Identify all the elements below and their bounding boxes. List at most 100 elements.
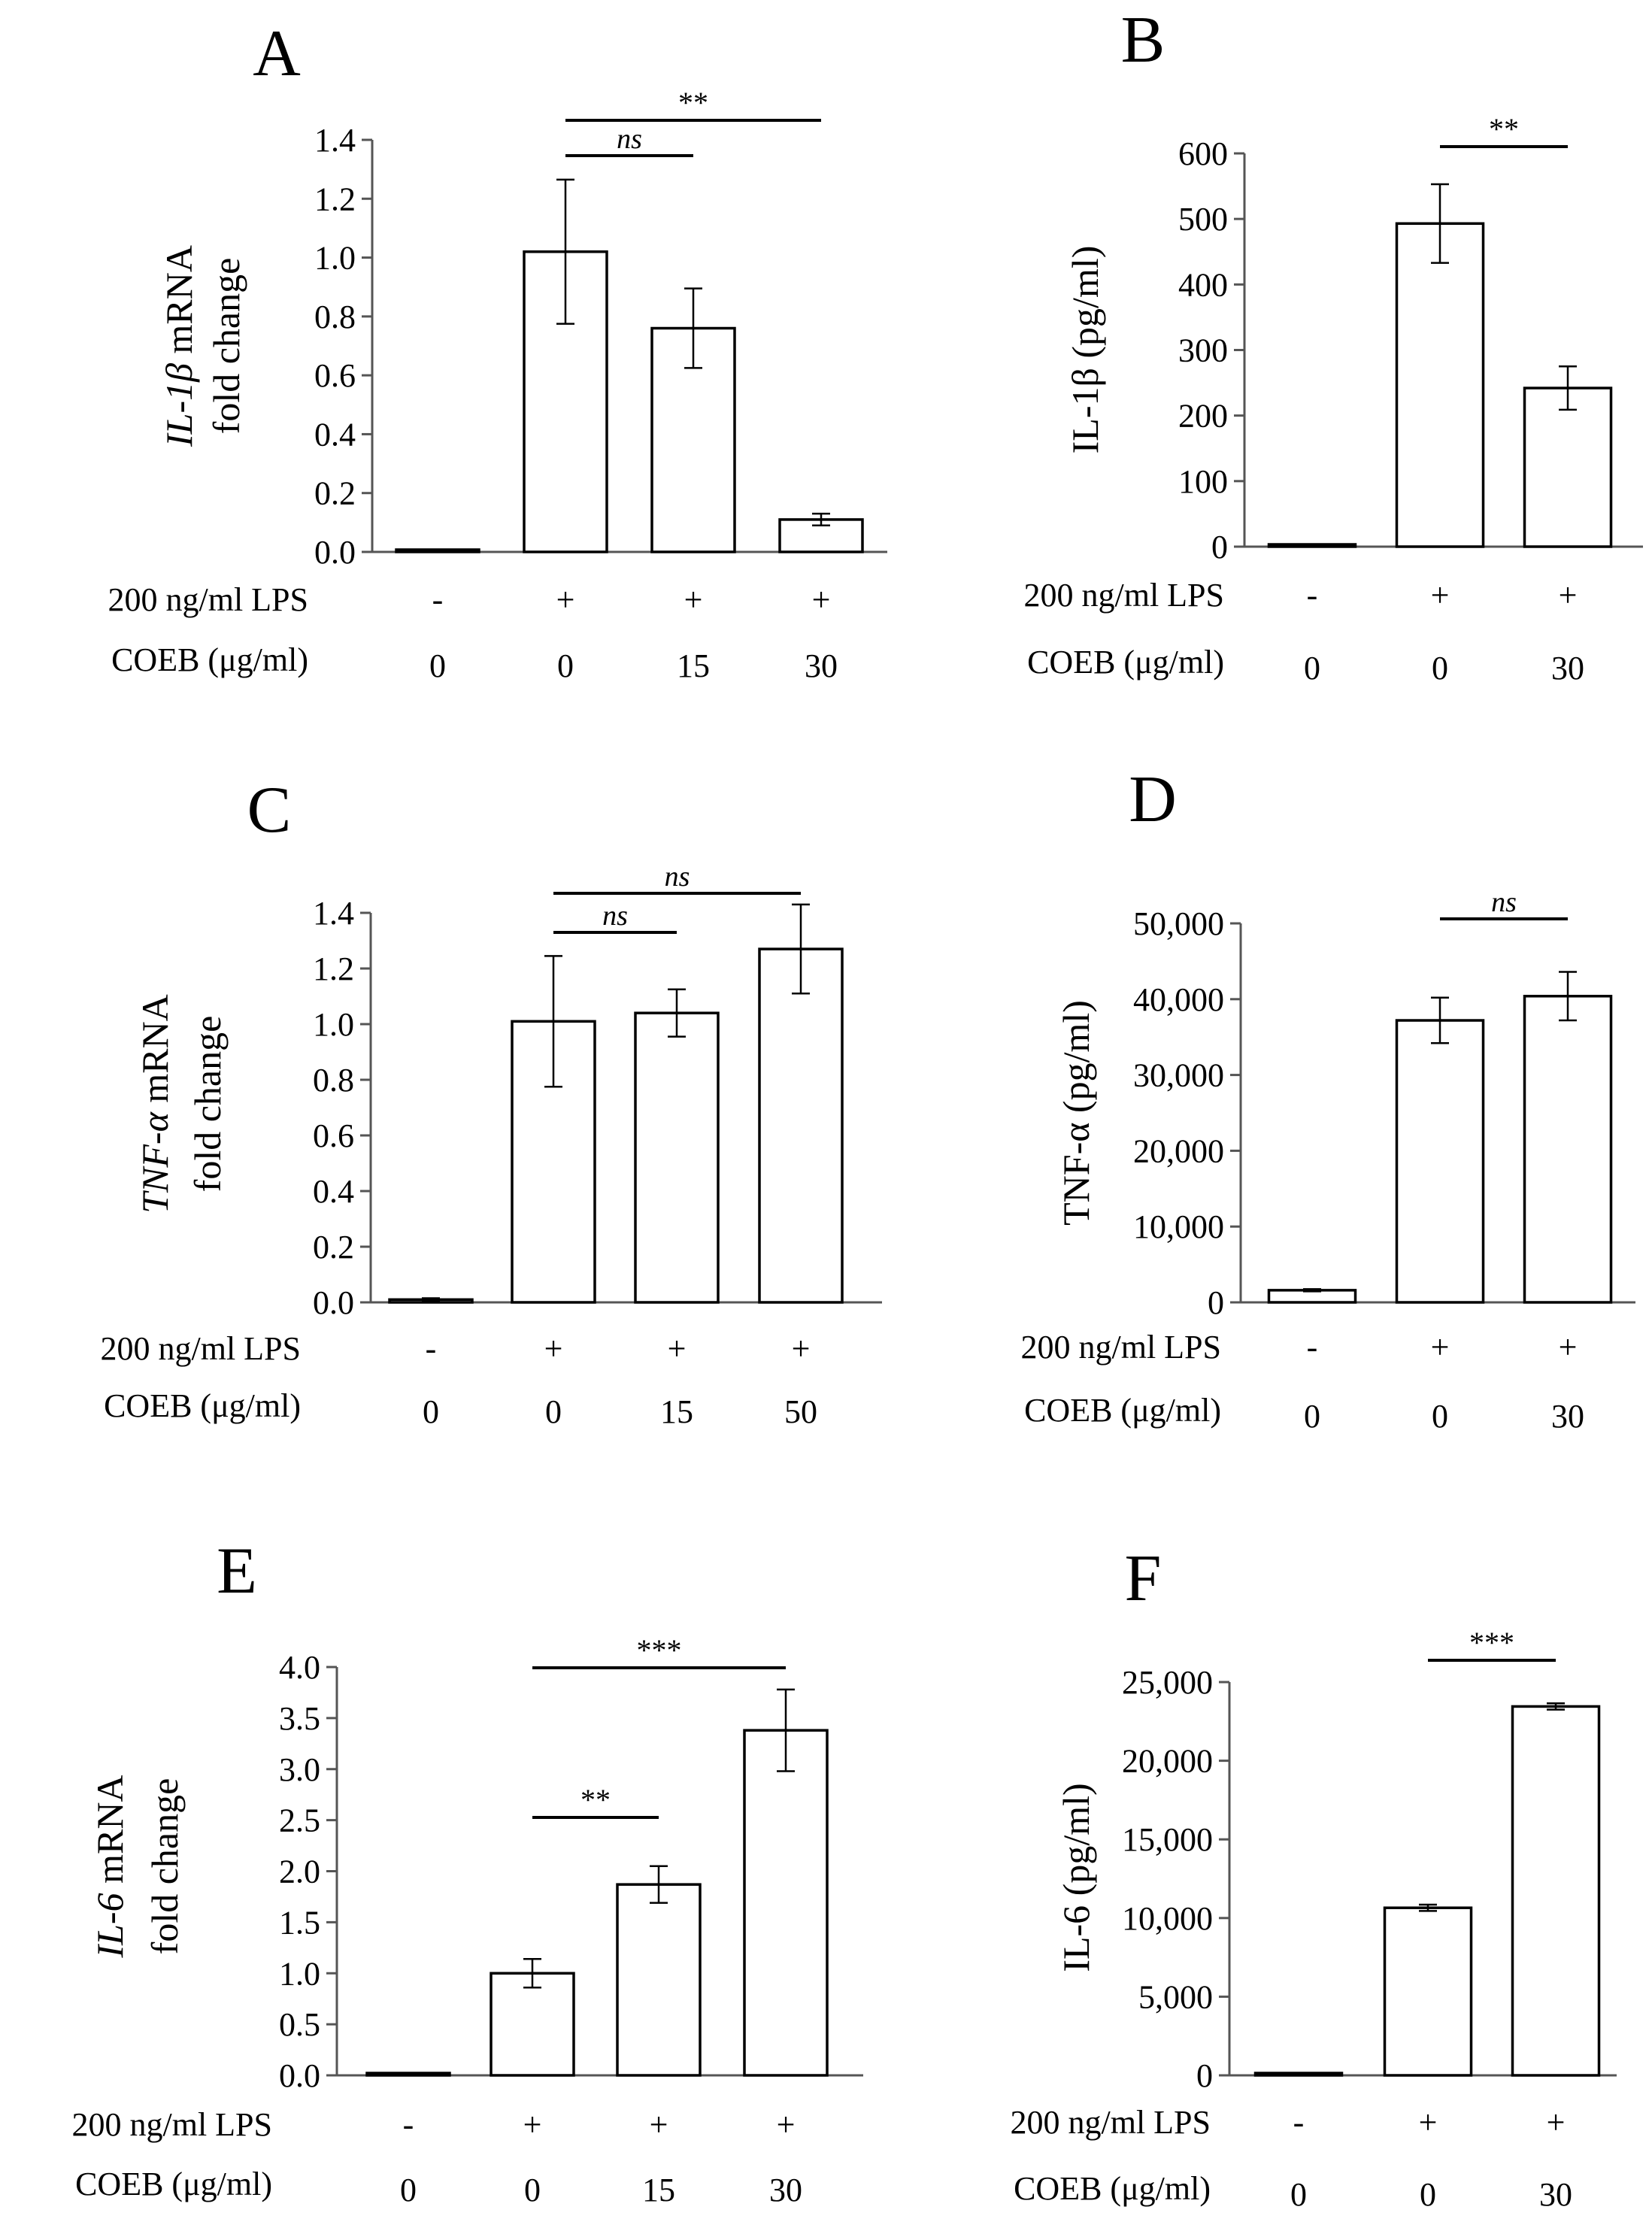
lps-value: +: [777, 2106, 796, 2143]
coeb-value: 0: [524, 2172, 541, 2208]
lps-value: +: [650, 2106, 668, 2143]
significance-label: **: [1489, 112, 1519, 146]
y-tick-label: 600: [1178, 135, 1228, 172]
lps-value: +: [1419, 2104, 1438, 2141]
y-tick-label: 0.0: [313, 1284, 354, 1321]
lps-value: +: [523, 2106, 542, 2143]
panel-f: F 0 5,000 10,000 15,000 20,000 25,000 IL-6 (pg/…: [1011, 1542, 1617, 2213]
y-axis-label-line2: fold change: [144, 1778, 186, 1955]
coeb-row-label: COEB (μg/ml): [111, 641, 308, 678]
y-axis-label-text: mRNA: [89, 1775, 131, 1893]
coeb-value: 50: [784, 1393, 817, 1430]
bar: [634, 1011, 720, 1304]
y-tick-label: 0: [1196, 2057, 1213, 2094]
lps-value: +: [1547, 2104, 1566, 2141]
panel-letter: B: [1121, 4, 1165, 77]
lps-value: +: [1559, 577, 1578, 614]
bar: [1383, 1906, 1473, 2077]
lps-value: -: [1307, 1329, 1318, 1366]
y-tick-label: 4.0: [279, 1649, 320, 1686]
lps-row-label: 200 ng/ml LPS: [1021, 1329, 1222, 1366]
y-tick-label: 300: [1178, 332, 1228, 369]
lps-row-label: 200 ng/ml LPS: [1024, 577, 1225, 614]
bar: [650, 326, 736, 553]
y-tick-label: 200: [1178, 398, 1228, 435]
y-tick-label: 1.2: [314, 180, 356, 217]
y-tick-label: 1.4: [313, 895, 354, 932]
y-tick-label: 5,000: [1138, 1978, 1213, 2015]
significance-label: ***: [637, 1633, 682, 1667]
y-tick-label: 0: [1208, 1284, 1224, 1321]
bar: [778, 518, 864, 553]
y-axis-label: IL-6 (pg/ml): [1055, 1783, 1097, 1972]
y-axis-label: TNF-α (pg/ml): [1055, 1000, 1097, 1226]
y-axis-label-italic: IL-1β: [158, 363, 200, 447]
y-tick-label: 500: [1178, 201, 1228, 238]
bar: [490, 1972, 575, 2077]
coeb-value: 0: [400, 2172, 417, 2208]
y-tick-label: 40,000: [1133, 981, 1224, 1018]
y-tick-label: 100: [1178, 463, 1228, 500]
panel-a: A 0.0 0.2 0.4 0.6 0.8 1.0 1.2 1.4 IL-1β mRNA fold …: [108, 17, 887, 684]
significance-label: ns: [617, 123, 642, 155]
coeb-value: 0: [429, 647, 446, 684]
coeb-value: 30: [805, 647, 838, 684]
lps-value: -: [1293, 2104, 1305, 2141]
coeb-row-label: COEB (μg/ml): [1024, 1392, 1221, 1429]
lps-row-label: 200 ng/ml LPS: [108, 581, 309, 618]
coeb-value: 30: [1539, 2176, 1572, 2213]
coeb-value: 0: [1304, 1398, 1320, 1435]
y-axis-label: IL-1β (pg/ml): [1064, 246, 1106, 454]
y-tick-label: 25,000: [1122, 1664, 1213, 1701]
coeb-value: 30: [1551, 1398, 1584, 1435]
significance-label: ns: [602, 900, 628, 932]
y-axis-label-italic: TNF-α: [134, 1111, 176, 1213]
y-tick-label: 2.0: [279, 1854, 320, 1890]
panel-b: B 0 100 200 300 400 500 600 IL-1β (pg/ml) ** 200 n…: [1024, 4, 1643, 687]
y-axis-label: IL-6 mRNA: [89, 1775, 131, 1958]
y-axis-label-line2: fold change: [205, 258, 247, 435]
y-tick-label: 400: [1178, 266, 1228, 303]
lps-value: +: [684, 581, 703, 618]
panel-letter: C: [247, 774, 292, 847]
y-tick-label: 0: [1211, 529, 1228, 565]
y-axis-label: IL-1β mRNA: [158, 245, 200, 447]
panel-letter: A: [253, 17, 301, 90]
y-axis-label-text: mRNA: [134, 994, 176, 1112]
y-tick-label: 0.2: [314, 475, 356, 512]
y-tick-label: 15,000: [1122, 1821, 1213, 1858]
coeb-value: 30: [769, 2172, 802, 2208]
y-tick-label: 3.5: [279, 1700, 320, 1737]
lps-value: +: [792, 1330, 811, 1367]
lps-row-label: 200 ng/ml LPS: [1011, 2104, 1211, 2141]
y-axis-label-italic: IL-6: [89, 1893, 131, 1958]
y-tick-label: 20,000: [1122, 1743, 1213, 1780]
bar: [1395, 1019, 1485, 1304]
lps-value: +: [668, 1330, 687, 1367]
y-tick-label: 20,000: [1133, 1132, 1224, 1169]
y-tick-label: 10,000: [1122, 1900, 1213, 1937]
y-tick-label: 50,000: [1133, 905, 1224, 942]
y-tick-label: 0.6: [313, 1117, 354, 1154]
y-tick-label: 0.4: [313, 1173, 354, 1210]
lps-value: -: [1307, 577, 1318, 614]
coeb-value: 0: [1432, 650, 1448, 687]
panel-e: E 0.0 0.5 1.0 1.5 2.0 2.5 3.0 3.5 4.0 IL-6 mRNA fol…: [72, 1535, 863, 2208]
panel-d: D 0 10,000 20,000 30,000 40,000 50,000 TNF-α (p…: [1021, 763, 1635, 1435]
y-tick-label: 1.0: [314, 240, 356, 277]
lps-row-label: 200 ng/ml LPS: [101, 1330, 302, 1367]
y-tick-label: 0.0: [314, 534, 356, 571]
y-tick-label: 1.0: [279, 1955, 320, 1992]
y-axis-label-text: TNF-α (pg/ml): [1055, 1000, 1097, 1226]
coeb-value: 0: [557, 647, 574, 684]
coeb-value: 0: [1432, 1398, 1448, 1435]
lps-value: -: [432, 581, 444, 618]
bar: [1511, 1705, 1601, 2077]
lps-value: +: [1431, 1329, 1450, 1366]
coeb-value: 0: [1304, 650, 1320, 687]
y-tick-label: 0.8: [313, 1062, 354, 1099]
y-axis-label: TNF-α mRNA: [134, 994, 176, 1214]
y-tick-label: 0.0: [279, 2057, 320, 2094]
coeb-value: 15: [677, 647, 710, 684]
significance-label: ns: [665, 861, 690, 893]
